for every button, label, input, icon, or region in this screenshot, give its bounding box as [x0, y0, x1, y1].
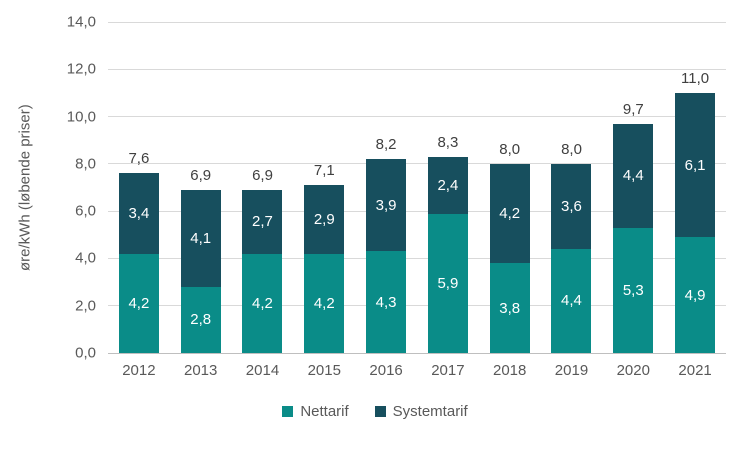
bar-slot-2020: 4,4 5,3 9,7: [602, 22, 664, 353]
bar-segment-2013-nettarif: 2,8: [180, 286, 221, 353]
total-label-2017: 8,3: [437, 133, 459, 151]
gridline-4,0: [108, 257, 726, 259]
x-tick-label-2019: 2019: [554, 362, 589, 379]
bar-2016: 3,9 4,3: [366, 159, 407, 353]
legend-swatch-nettarif: [282, 406, 294, 417]
x-tick-label-2012: 2012: [122, 362, 156, 379]
bar-segment-2012-systemtarif: 3,4: [118, 173, 159, 254]
x-tick-label-2015: 2015: [307, 362, 341, 379]
bar-segment-2015-systemtarif: 2,9: [304, 185, 345, 254]
legend-label-systemtarif: Systemtarif: [392, 403, 468, 420]
y-tick-label-14,0: 14,0: [66, 13, 96, 31]
x-tick-label-2017: 2017: [431, 362, 465, 379]
bar-2013: 4,1 2,8: [180, 189, 221, 353]
total-label-2021: 11,0: [681, 69, 710, 87]
gridline-12,0: [108, 68, 726, 70]
legend: Nettarif Systemtarif: [0, 403, 750, 420]
bar-segment-2016-systemtarif: 3,9: [366, 159, 407, 252]
bar-2012: 3,4 4,2: [118, 173, 159, 353]
x-tick-label-2014: 2014: [245, 362, 280, 379]
total-label-2013: 6,9: [190, 166, 212, 184]
gridline-6,0: [108, 210, 726, 212]
bar-segment-2019-nettarif: 4,4: [551, 248, 592, 353]
bar-segment-2019-systemtarif: 3,6: [551, 163, 592, 249]
plot-area: 3,4 4,2 7,6 4,1 2,8 6,9 2,7 4,2 6,9 2,9 4,2 7,1 3,9 4…: [108, 21, 726, 354]
y-tick-label-12,0: 12,0: [66, 60, 96, 78]
bar-slot-2015: 2,9 4,2 7,1: [293, 22, 355, 353]
legend-swatch-systemtarif: [374, 406, 386, 417]
bar-2017: 2,4 5,9: [427, 156, 468, 353]
bar-segment-2014-nettarif: 4,2: [242, 253, 283, 353]
bar-segment-2020-nettarif: 5,3: [613, 227, 654, 353]
bar-segment-2012-nettarif: 4,2: [118, 253, 159, 353]
total-label-2019: 8,0: [561, 140, 582, 158]
bar-2018: 4,2 3,8: [489, 163, 530, 353]
bar-slot-2017: 2,4 5,9 8,3: [417, 22, 479, 353]
legend-item-systemtarif: Systemtarif: [374, 403, 468, 420]
total-label-2018: 8,0: [499, 140, 521, 158]
bar-2014: 2,7 4,2: [242, 189, 283, 353]
bar-segment-2014-systemtarif: 2,7: [242, 189, 283, 254]
legend-item-nettarif: Nettarif: [282, 403, 349, 420]
y-axis-ticks: 0,0 2,0 4,0 6,0 8,0 10,0 12,0 14,0: [0, 14, 100, 362]
x-tick-label-2020: 2020: [616, 362, 650, 379]
bar-segment-2013-systemtarif: 4,1: [180, 189, 221, 287]
total-label-2014: 6,9: [252, 166, 273, 184]
bar-segment-2018-systemtarif: 4,2: [489, 163, 530, 264]
bar-segment-2015-nettarif: 4,2: [304, 253, 345, 353]
gridline-2,0: [108, 305, 726, 307]
bar-segment-2017-systemtarif: 2,4: [427, 156, 468, 214]
legend-label-nettarif: Nettarif: [300, 403, 349, 420]
x-tick-label-2021: 2021: [678, 362, 712, 379]
y-tick-label-4,0: 4,0: [75, 249, 96, 267]
total-label-2015: 7,1: [313, 162, 335, 180]
bar-segment-2018-nettarif: 3,8: [489, 263, 530, 353]
bar-slot-2013: 4,1 2,8 6,9: [170, 22, 232, 353]
y-tick-label-10,0: 10,0: [66, 108, 96, 126]
x-tick-label-2013: 2013: [184, 362, 218, 379]
y-tick-label-2,0: 2,0: [75, 297, 96, 315]
total-label-2016: 8,2: [375, 136, 397, 154]
gridline-0,0: [108, 352, 726, 354]
bar-slot-2021: 6,1 4,9 11,0: [664, 22, 726, 353]
bar-slot-2019: 3,6 4,4 8,0: [541, 22, 603, 353]
gridline-8,0: [108, 163, 726, 165]
bar-2021: 6,1 4,9: [675, 92, 716, 353]
bar-segment-2016-nettarif: 4,3: [366, 251, 407, 353]
gridline-14,0: [108, 21, 726, 23]
total-label-2012: 7,6: [128, 150, 150, 168]
y-tick-label-8,0: 8,0: [75, 155, 96, 173]
bar-segment-2020-systemtarif: 4,4: [613, 123, 654, 228]
x-tick-label-2016: 2016: [369, 362, 403, 379]
bar-slot-2016: 3,9 4,3 8,2: [355, 22, 417, 353]
bar-2015: 2,9 4,2: [304, 185, 345, 353]
bar-slot-2018: 4,2 3,8 8,0: [479, 22, 541, 353]
y-tick-label-6,0: 6,0: [75, 202, 96, 220]
y-tick-label-0,0: 0,0: [75, 344, 96, 362]
total-label-2020: 9,7: [622, 100, 644, 118]
x-tick-label-2018: 2018: [493, 362, 527, 379]
bar-slot-2014: 2,7 4,2 6,9: [232, 22, 294, 353]
bar-segment-2021-systemtarif: 6,1: [675, 92, 716, 238]
bar-slot-2012: 3,4 4,2 7,6: [108, 22, 170, 353]
gridline-10,0: [108, 116, 726, 118]
bar-segment-2021-nettarif: 4,9: [675, 237, 716, 353]
bar-2020: 4,4 5,3: [613, 123, 654, 353]
bar-2019: 3,6 4,4: [551, 163, 592, 353]
x-axis-labels: 2012 2013 2014 2015 2016 2017 2018 2019 2020 2021: [108, 362, 726, 382]
bar-segment-2017-nettarif: 5,9: [427, 213, 468, 353]
